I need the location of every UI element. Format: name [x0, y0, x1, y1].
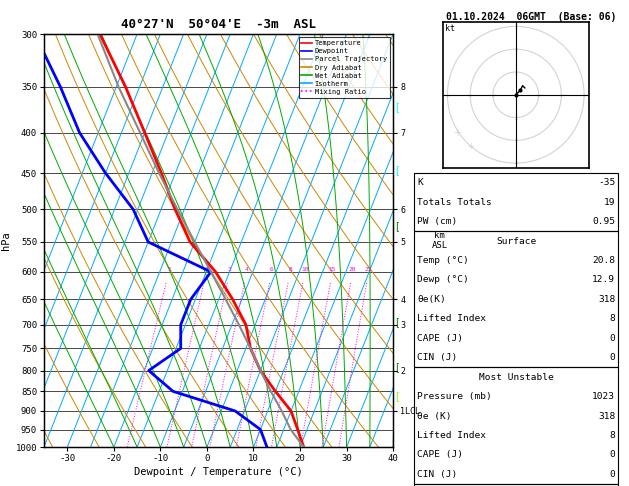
Text: 318: 318 [598, 295, 615, 304]
Text: kt: kt [445, 24, 455, 33]
Text: 0.95: 0.95 [592, 217, 615, 226]
Text: 8: 8 [289, 267, 292, 272]
Text: 8: 8 [610, 314, 615, 323]
Text: 318: 318 [598, 412, 615, 420]
Text: θe(K): θe(K) [417, 295, 446, 304]
Text: +: + [467, 142, 474, 152]
Text: 8: 8 [610, 431, 615, 440]
Text: CIN (J): CIN (J) [417, 470, 457, 479]
Text: Pressure (mb): Pressure (mb) [417, 392, 492, 401]
Legend: Temperature, Dewpoint, Parcel Trajectory, Dry Adiabat, Wet Adiabat, Isotherm, Mi: Temperature, Dewpoint, Parcel Trajectory… [299, 37, 389, 98]
Text: 0: 0 [610, 353, 615, 362]
Text: CIN (J): CIN (J) [417, 353, 457, 362]
Text: [: [ [396, 165, 399, 175]
Text: 1: 1 [167, 267, 170, 272]
Text: Most Unstable: Most Unstable [479, 373, 554, 382]
Text: 0: 0 [610, 470, 615, 479]
Text: 20: 20 [349, 267, 357, 272]
Text: CAPE (J): CAPE (J) [417, 451, 463, 459]
Text: [: [ [396, 363, 399, 373]
Text: 3: 3 [228, 267, 231, 272]
Text: Dewp (°C): Dewp (°C) [417, 276, 469, 284]
Text: 10: 10 [301, 267, 309, 272]
Text: Lifted Index: Lifted Index [417, 431, 486, 440]
Text: 12.9: 12.9 [592, 276, 615, 284]
Text: 01.10.2024  06GMT  (Base: 06): 01.10.2024 06GMT (Base: 06) [447, 12, 616, 22]
Text: 2: 2 [204, 267, 208, 272]
Text: -35: -35 [598, 178, 615, 187]
Text: 1023: 1023 [592, 392, 615, 401]
Text: [: [ [396, 103, 399, 113]
Y-axis label: km
ASL: km ASL [431, 231, 448, 250]
Text: K: K [417, 178, 423, 187]
Text: [: [ [396, 221, 399, 231]
Text: 6: 6 [270, 267, 274, 272]
X-axis label: Dewpoint / Temperature (°C): Dewpoint / Temperature (°C) [134, 467, 303, 477]
Text: +: + [452, 128, 460, 138]
Text: 0: 0 [610, 334, 615, 343]
Text: [: [ [396, 317, 399, 327]
Text: [: [ [396, 391, 399, 401]
Text: θe (K): θe (K) [417, 412, 452, 420]
Text: Surface: Surface [496, 237, 536, 245]
Text: Temp (°C): Temp (°C) [417, 256, 469, 265]
Y-axis label: hPa: hPa [1, 231, 11, 250]
Text: 20.8: 20.8 [592, 256, 615, 265]
Title: 40°27'N  50°04'E  -3m  ASL: 40°27'N 50°04'E -3m ASL [121, 18, 316, 32]
Text: CAPE (J): CAPE (J) [417, 334, 463, 343]
Text: Totals Totals: Totals Totals [417, 198, 492, 207]
Text: 0: 0 [610, 451, 615, 459]
Text: 25: 25 [365, 267, 372, 272]
Text: 4: 4 [245, 267, 249, 272]
Text: 19: 19 [604, 198, 615, 207]
Text: Lifted Index: Lifted Index [417, 314, 486, 323]
Text: 15: 15 [329, 267, 337, 272]
Text: PW (cm): PW (cm) [417, 217, 457, 226]
